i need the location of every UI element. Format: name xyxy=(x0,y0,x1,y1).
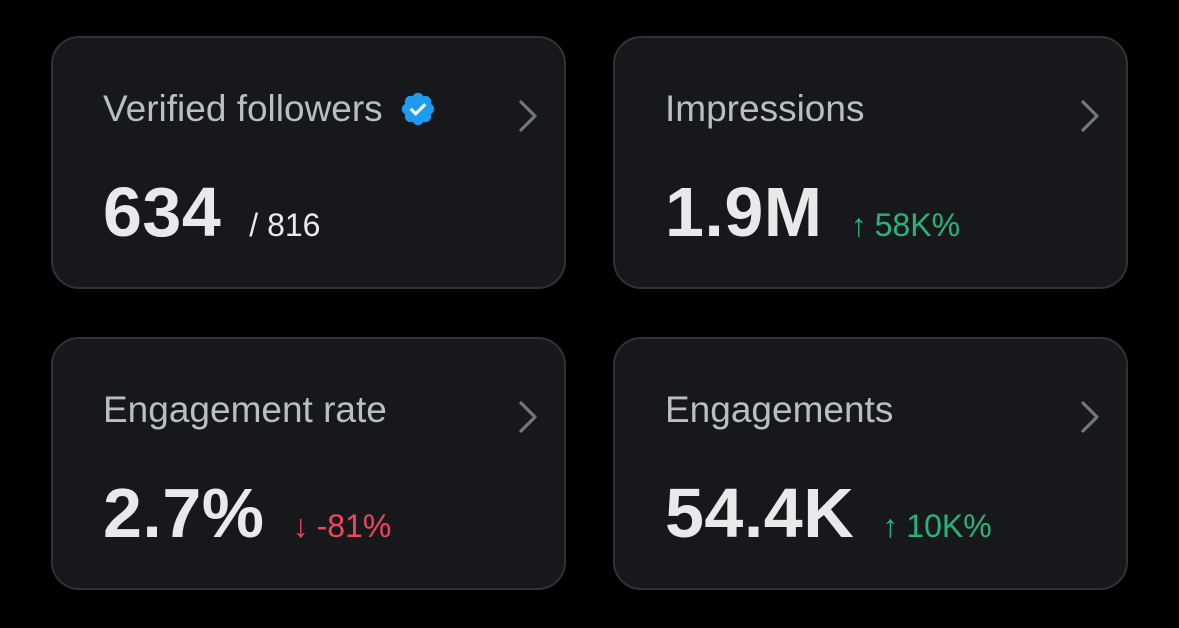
impressions-label: Impressions xyxy=(665,88,865,129)
engagements-label: Engagements xyxy=(665,389,894,430)
arrow-up-icon: ↑ xyxy=(882,508,899,544)
chevron-right-icon xyxy=(519,100,537,132)
card-label: Engagement rate xyxy=(103,389,387,431)
engagement-rate-label: Engagement rate xyxy=(103,389,387,430)
arrow-up-icon: ↑ xyxy=(850,207,867,243)
card-label: Impressions xyxy=(665,88,864,130)
card-label: Engagements xyxy=(665,389,893,431)
value-row: 634 / 816 xyxy=(103,172,320,252)
impressions-delta: ↑ 58K% xyxy=(851,207,960,244)
chevron-right-icon xyxy=(1081,401,1099,433)
arrow-down-icon: ↓ xyxy=(292,508,309,544)
chevron-right-icon xyxy=(519,401,537,433)
verified-followers-value: 634 xyxy=(103,173,222,251)
engagement-rate-value: 2.7% xyxy=(103,474,265,552)
engagement-rate-card[interactable]: Engagement rate 2.7% ↓ -81% xyxy=(51,337,566,590)
impressions-delta-value: 58K% xyxy=(874,207,961,243)
verified-badge-icon xyxy=(401,92,434,126)
verified-followers-label: Verified followers xyxy=(103,88,383,129)
engagements-card[interactable]: Engagements 54.4K ↑ 10K% xyxy=(613,337,1128,590)
engagement-rate-delta-value: -81% xyxy=(316,508,392,544)
engagements-delta: ↑ 10K% xyxy=(882,508,991,545)
value-row: 2.7% ↓ -81% xyxy=(103,473,391,553)
chevron-right-icon xyxy=(1081,100,1099,132)
engagement-rate-delta: ↓ -81% xyxy=(293,508,392,545)
impressions-value: 1.9M xyxy=(665,173,823,251)
impressions-card[interactable]: Impressions 1.9M ↑ 58K% xyxy=(613,36,1128,289)
value-row: 1.9M ↑ 58K% xyxy=(665,172,960,252)
verified-followers-card[interactable]: Verified followers 634 / 816 xyxy=(51,36,566,289)
value-row: 54.4K ↑ 10K% xyxy=(665,473,992,553)
verified-followers-total: / 816 xyxy=(249,207,321,243)
card-label: Verified followers xyxy=(103,88,437,130)
engagements-delta-value: 10K% xyxy=(906,508,992,544)
engagements-value: 54.4K xyxy=(665,474,855,552)
